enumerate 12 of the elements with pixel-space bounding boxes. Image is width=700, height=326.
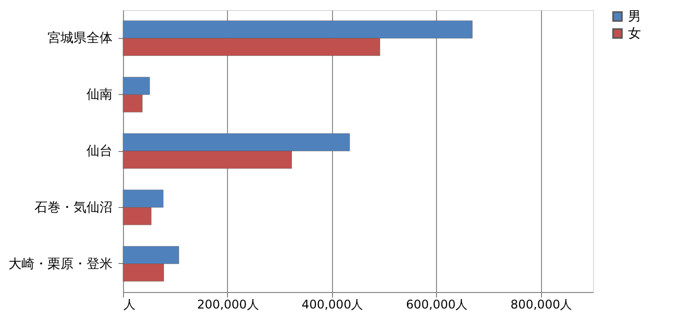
x-tick-label: 600,000人 [406, 298, 468, 312]
x-tick-label: 800,000人 [510, 298, 572, 312]
y-tick-label: 仙南 [86, 88, 112, 103]
x-tick-label: 400,000人 [302, 298, 364, 312]
y-tick-label: 仙台 [86, 144, 112, 159]
y-tick-label: 大崎・栗原・登米 [8, 256, 112, 272]
legend-label: 男 [628, 10, 641, 24]
y-tick-label: 宮城県全体 [48, 30, 112, 46]
x-tick-label: 200,000人 [197, 298, 259, 312]
y-tick-label: 石巻・気仙沼 [34, 200, 112, 216]
legend-label: 女 [628, 26, 641, 42]
x-tick-label: 人 [124, 298, 136, 312]
